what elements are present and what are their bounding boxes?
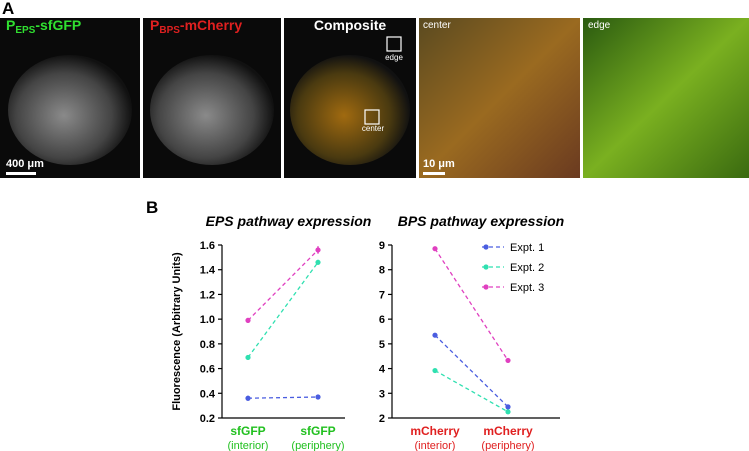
y-tick-label: 6 (379, 314, 385, 326)
x-tick-sublabel: (interior) (415, 440, 456, 451)
y-tick-label: 1.6 (200, 240, 215, 252)
y-tick-label: 0.6 (200, 364, 215, 376)
y-tick-label: 0.8 (200, 339, 215, 351)
image-label: PEPS-sfGFP (6, 17, 81, 36)
y-tick-label: 2 (379, 413, 385, 425)
data-point (245, 354, 251, 361)
data-point (505, 404, 511, 410)
y-tick-label: 0.4 (200, 388, 216, 400)
x-tick-sublabel: (periphery) (291, 440, 344, 451)
x-tick-sublabel: (periphery) (481, 440, 534, 451)
y-tick-label: 3 (379, 388, 385, 400)
zoom-label: edge (588, 20, 611, 31)
legend-marker (483, 284, 489, 290)
data-point (505, 409, 511, 415)
data-point (432, 332, 438, 338)
y-tick-label: 0.2 (200, 413, 215, 425)
legend-marker (483, 264, 489, 270)
panel-label: B (146, 198, 158, 217)
scale-bar (6, 172, 36, 175)
y-tick-label: 1.2 (200, 289, 215, 301)
box-label: edge (385, 53, 403, 62)
series-line (434, 334, 509, 408)
x-tick-label: mCherry (483, 424, 533, 438)
image-mcherry (143, 18, 281, 178)
legend-label: Expt. 3 (510, 282, 544, 294)
panel-label: A (2, 0, 14, 18)
image-sfgfp (0, 18, 140, 178)
scale-label: 400 μm (6, 158, 44, 170)
y-tick-label: 9 (379, 240, 385, 252)
series-line (247, 396, 319, 399)
y-tick-label: 7 (379, 289, 385, 301)
data-point (245, 395, 251, 401)
y-tick-label: 1.4 (200, 265, 216, 277)
zoom-label: center (423, 20, 451, 31)
image-label: PBPS-mCherry (150, 17, 242, 36)
image-label: Composite (314, 17, 387, 33)
x-tick-sublabel: (interior) (228, 440, 269, 451)
image-edge-zoom (583, 18, 749, 178)
data-point (315, 394, 321, 400)
legend-label: Expt. 1 (510, 242, 544, 254)
data-point (432, 367, 438, 374)
y-axis-label: Fluorescence (Arbitrary Units) (171, 252, 183, 411)
chart-title: EPS pathway expression (206, 213, 372, 229)
image-composite (284, 18, 416, 178)
y-tick-label: 1.0 (200, 314, 215, 326)
box-label: center (362, 124, 385, 133)
data-point (315, 259, 321, 265)
chart-title: BPS pathway expression (398, 213, 565, 229)
scale-bar (423, 172, 445, 175)
series-line (434, 248, 509, 361)
series-line (247, 249, 319, 321)
y-tick-label: 5 (379, 339, 385, 351)
y-tick-label: 8 (379, 265, 385, 277)
legend-label: Expt. 2 (510, 262, 544, 274)
data-point (432, 246, 438, 252)
data-point (315, 247, 321, 253)
data-point (505, 357, 511, 364)
image-center-zoom (419, 18, 580, 178)
x-tick-label: sfGFP (230, 424, 265, 438)
x-tick-label: sfGFP (300, 424, 335, 438)
series-line (247, 261, 319, 358)
data-point (245, 317, 251, 323)
y-tick-label: 4 (379, 364, 386, 376)
scale-label: 10 μm (423, 158, 455, 170)
series-line (434, 369, 509, 413)
x-tick-label: mCherry (410, 424, 460, 438)
legend-marker (483, 244, 489, 250)
